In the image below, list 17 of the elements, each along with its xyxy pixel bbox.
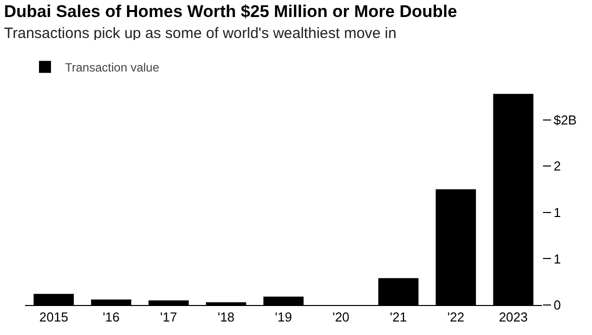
y-tick-label: 1: [554, 251, 561, 266]
x-tick-label: '20: [332, 310, 350, 325]
x-tick-label: '16: [102, 310, 120, 325]
y-tick-label: 1: [554, 204, 561, 220]
x-tick-label: 2015: [39, 310, 68, 325]
chart-subtitle: Transactions pick up as some of world's wealthiest move in: [4, 25, 396, 42]
legend-label: Transaction value: [65, 60, 160, 75]
y-tick-label: 2: [554, 158, 561, 174]
y-tick-label: $2B: [554, 112, 577, 128]
x-tick-label: '17: [160, 310, 178, 325]
x-tick-label: '19: [275, 310, 292, 325]
x-tick-label: 2023: [498, 310, 528, 325]
chart-title: Dubai Sales of Homes Worth $25 Million or More Double: [4, 2, 458, 22]
x-tick-label: '21: [390, 310, 407, 325]
x-tick-label: '22: [447, 310, 464, 325]
y-tick-label: 0: [554, 298, 561, 313]
x-tick-label: '18: [218, 310, 235, 325]
